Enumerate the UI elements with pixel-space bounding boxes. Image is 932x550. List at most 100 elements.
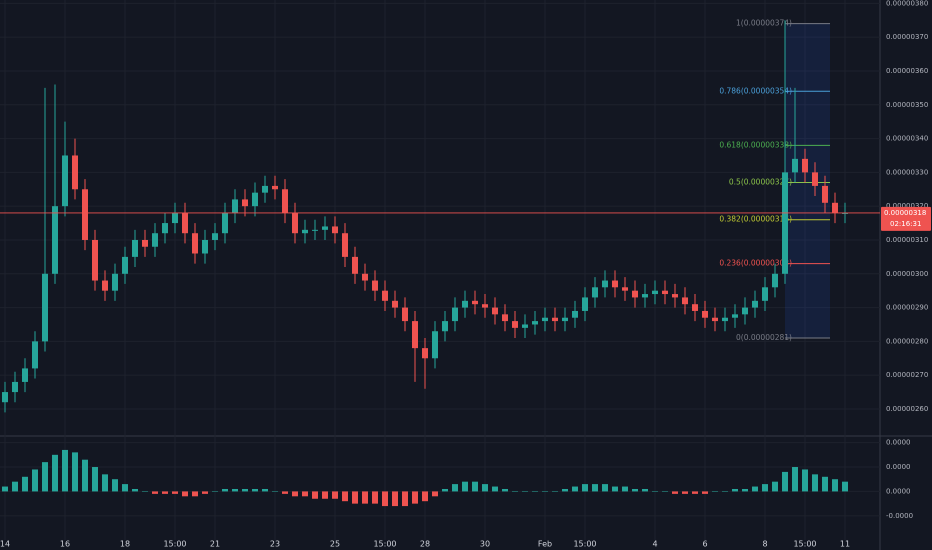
x-tick-label: 23 bbox=[270, 540, 280, 549]
candle-body bbox=[702, 310, 708, 318]
candle-body bbox=[252, 192, 258, 207]
macd-bar bbox=[382, 491, 388, 507]
macd-bar bbox=[702, 491, 708, 494]
y-tick-label: 0.00000300 bbox=[886, 270, 928, 278]
candle-body bbox=[82, 189, 88, 240]
y-tick-label: 0.00000370 bbox=[886, 33, 928, 41]
candle-body bbox=[562, 317, 568, 322]
candle-body bbox=[282, 189, 288, 213]
candle-body bbox=[672, 294, 678, 298]
candle-body bbox=[592, 287, 598, 298]
candle-body bbox=[212, 233, 218, 240]
x-tick-label: 18 bbox=[120, 540, 130, 549]
y-tick-label: 0.00000270 bbox=[886, 371, 928, 379]
macd-tick-label: -0.0000 bbox=[886, 512, 913, 520]
candle-body bbox=[452, 307, 458, 322]
candle-body bbox=[622, 287, 628, 291]
candle-body bbox=[2, 392, 8, 403]
y-tick-label: 0.00000280 bbox=[886, 337, 928, 345]
candle-body bbox=[772, 273, 778, 288]
macd-bar bbox=[362, 491, 368, 504]
x-tick-label: 21 bbox=[210, 540, 220, 549]
x-tick-label: 30 bbox=[480, 540, 490, 549]
candle-body bbox=[312, 229, 318, 231]
candle-body bbox=[242, 199, 248, 207]
last-price-box bbox=[881, 206, 931, 231]
candle-body bbox=[522, 324, 528, 328]
y-tick-label: 0.00000260 bbox=[886, 405, 928, 413]
macd-bar bbox=[122, 484, 128, 492]
macd-bar bbox=[62, 449, 68, 492]
fib-label: 1(0.00000374) bbox=[736, 19, 792, 28]
y-tick-label: 0.00000350 bbox=[886, 101, 928, 109]
candle-body bbox=[782, 172, 788, 274]
fib-label: 0(0.00000281) bbox=[736, 333, 792, 342]
candle-body bbox=[652, 290, 658, 295]
macd-bar bbox=[812, 474, 818, 492]
candle-body bbox=[52, 206, 58, 274]
macd-bar bbox=[572, 486, 578, 492]
macd-bar bbox=[722, 491, 728, 492]
macd-bar bbox=[42, 462, 48, 492]
candle-body bbox=[182, 212, 188, 234]
candle-body bbox=[662, 290, 668, 295]
macd-bar bbox=[252, 488, 258, 492]
macd-bar bbox=[842, 481, 848, 492]
fib-label: 0.786(0.00000354) bbox=[719, 86, 792, 95]
macd-bar bbox=[462, 481, 468, 492]
x-tick-label: 8 bbox=[762, 540, 767, 549]
candle-body bbox=[802, 158, 808, 173]
candle-body bbox=[262, 185, 268, 193]
macd-bar bbox=[782, 471, 788, 492]
candle-body bbox=[412, 321, 418, 349]
candle-body bbox=[102, 280, 108, 291]
macd-bar bbox=[792, 467, 798, 492]
candle-body bbox=[422, 348, 428, 359]
macd-bar bbox=[822, 476, 828, 492]
x-tick-label: 28 bbox=[420, 540, 430, 549]
candle-body bbox=[682, 297, 688, 305]
macd-bar bbox=[12, 481, 18, 492]
macd-bar bbox=[222, 488, 228, 492]
candle-body bbox=[172, 212, 178, 224]
macd-bar bbox=[272, 491, 278, 492]
macd-bar bbox=[52, 454, 58, 492]
macd-bar bbox=[622, 486, 628, 492]
candle-body bbox=[472, 300, 478, 305]
macd-tick-label: 0.0000 bbox=[886, 463, 911, 471]
candle-body bbox=[202, 239, 208, 254]
candle-body bbox=[302, 229, 308, 234]
x-tick-label: 15:00 bbox=[793, 540, 816, 549]
y-tick-label: 0.00000310 bbox=[886, 236, 928, 244]
candle-body bbox=[602, 280, 608, 288]
fib-zone bbox=[785, 23, 830, 338]
macd-bar bbox=[512, 491, 518, 492]
candle-body bbox=[142, 239, 148, 247]
macd-bar bbox=[332, 491, 338, 499]
candle-body bbox=[92, 239, 98, 281]
macd-bar bbox=[312, 491, 318, 499]
macd-bar bbox=[602, 484, 608, 492]
candle-body bbox=[762, 287, 768, 301]
macd-bar bbox=[682, 491, 688, 494]
macd-bar bbox=[662, 491, 668, 492]
macd-bar bbox=[82, 459, 88, 492]
candle-body bbox=[552, 317, 558, 322]
countdown: 02:16:31 bbox=[890, 220, 921, 228]
candle-body bbox=[382, 290, 388, 301]
x-tick-label: Feb bbox=[538, 540, 552, 549]
macd-bar bbox=[642, 488, 648, 492]
candle-body bbox=[352, 256, 358, 274]
macd-bar bbox=[452, 484, 458, 492]
macd-bar bbox=[412, 491, 418, 504]
y-tick-label: 0.00000360 bbox=[886, 67, 928, 75]
macd-tick-label: 0.0000 bbox=[886, 487, 911, 495]
y-tick-label: 0.00000380 bbox=[886, 0, 928, 7]
macd-bar bbox=[752, 486, 758, 492]
macd-bar bbox=[142, 491, 148, 492]
macd-bar bbox=[152, 491, 158, 494]
candle-body bbox=[832, 202, 838, 213]
candle-body bbox=[722, 317, 728, 322]
candle-body bbox=[192, 233, 198, 254]
candle-body bbox=[532, 321, 538, 325]
